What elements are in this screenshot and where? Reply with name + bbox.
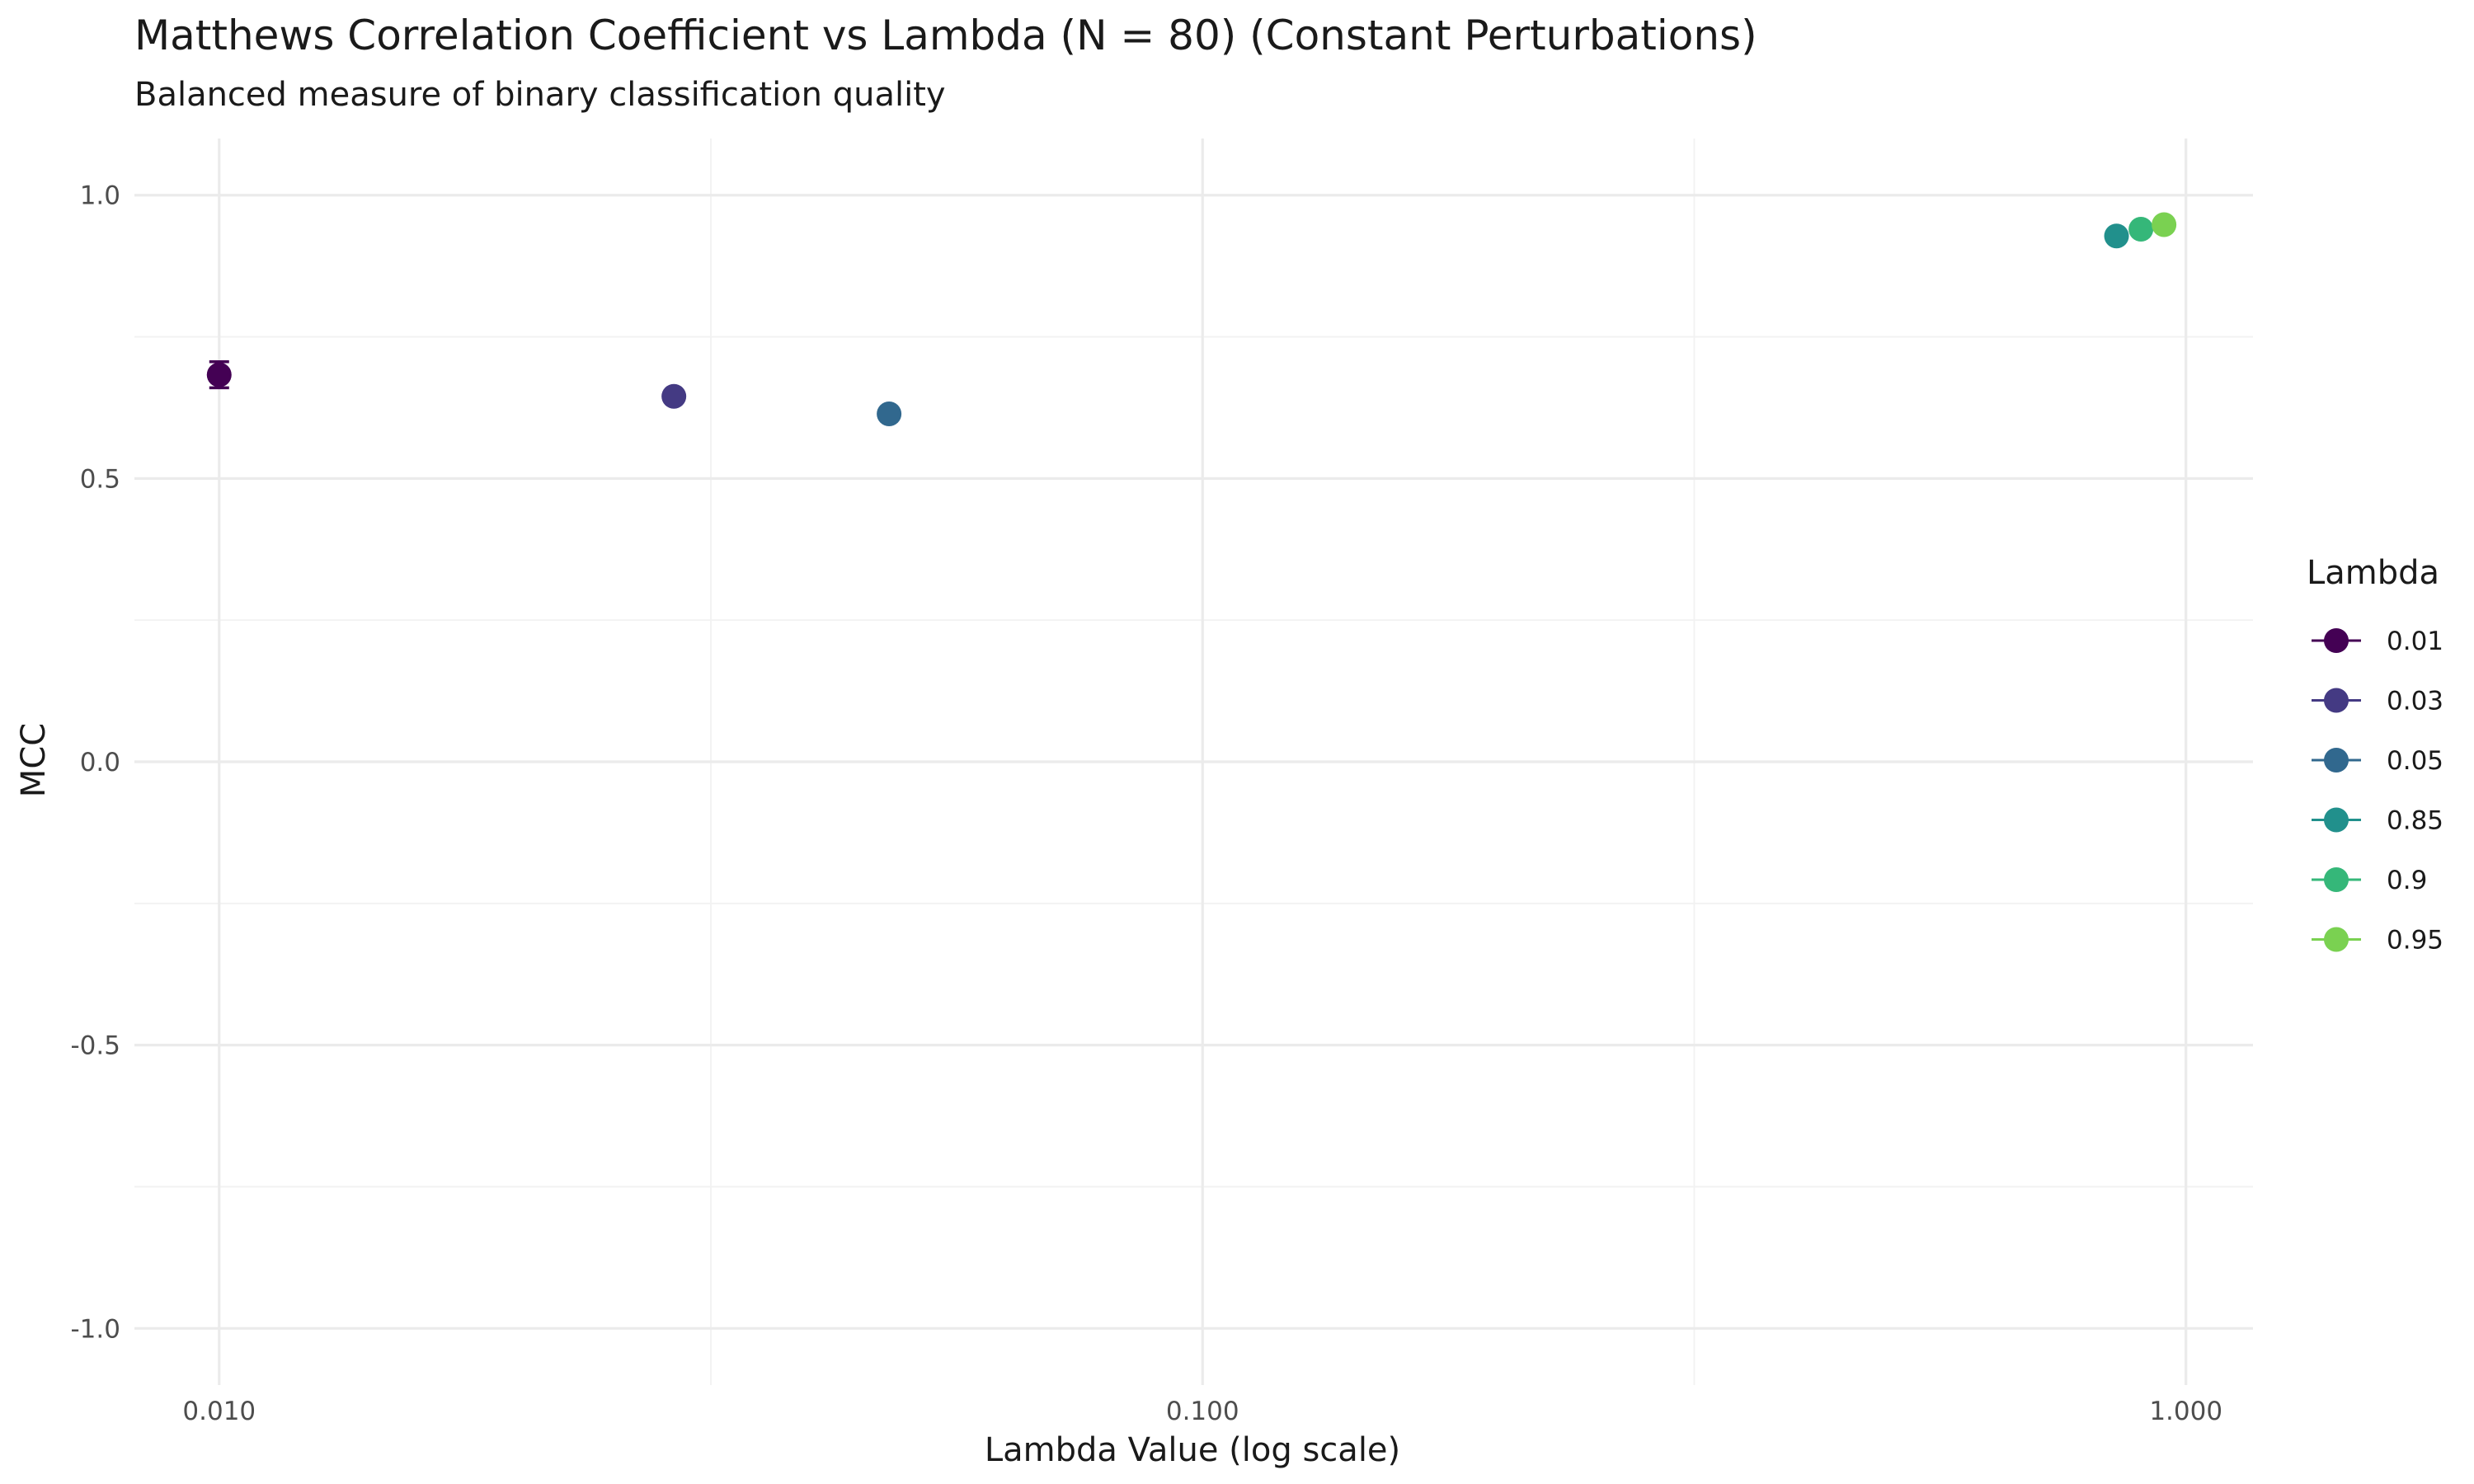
x-tick-label: 1.000 <box>2149 1397 2222 1426</box>
data-point <box>2104 223 2129 249</box>
y-tick-label: 0.0 <box>80 748 120 777</box>
legend: Lambda 0.01 0.03 0.05 0.85 0.9 0.95 <box>2307 554 2443 956</box>
data-point <box>661 383 687 409</box>
legend-key-point <box>2324 807 2349 833</box>
y-tick-label: -0.5 <box>71 1031 121 1061</box>
y-tick-label: -1.0 <box>71 1314 121 1344</box>
data-point <box>877 402 902 427</box>
data-point <box>206 362 232 387</box>
legend-label: 0.05 <box>2387 746 2443 776</box>
data-point <box>2128 216 2154 242</box>
legend-label: 0.03 <box>2387 687 2443 716</box>
data-points <box>206 212 2177 427</box>
chart-subtitle: Balanced measure of binary classificatio… <box>134 76 946 114</box>
data-point <box>2152 212 2177 237</box>
legend-label: 0.9 <box>2387 866 2427 895</box>
legend-key-point <box>2324 867 2349 892</box>
y-tick-label: 0.5 <box>80 464 120 494</box>
legend-label: 0.85 <box>2387 806 2443 836</box>
legend-key-point <box>2324 628 2349 653</box>
grid <box>134 139 2253 1385</box>
chart-title: Matthews Correlation Coefficient vs Lamb… <box>134 12 1757 59</box>
legend-key-point <box>2324 688 2349 713</box>
y-tick-label: 1.0 <box>80 181 120 211</box>
x-tick-label: 0.010 <box>182 1397 256 1426</box>
legend-key-point <box>2324 748 2349 773</box>
legend-title: Lambda <box>2307 554 2439 592</box>
legend-label: 0.95 <box>2387 926 2443 956</box>
legend-label: 0.01 <box>2387 627 2443 656</box>
x-tick-label: 0.100 <box>1166 1397 1239 1426</box>
y-axis-title: MCC <box>15 723 53 797</box>
legend-key-point <box>2324 927 2349 952</box>
axis-ticks: -1.0 -0.5 0.0 0.5 1.0 0.010 0.100 1.000 <box>71 181 2223 1426</box>
x-axis-title: Lambda Value (log scale) <box>985 1431 1400 1469</box>
